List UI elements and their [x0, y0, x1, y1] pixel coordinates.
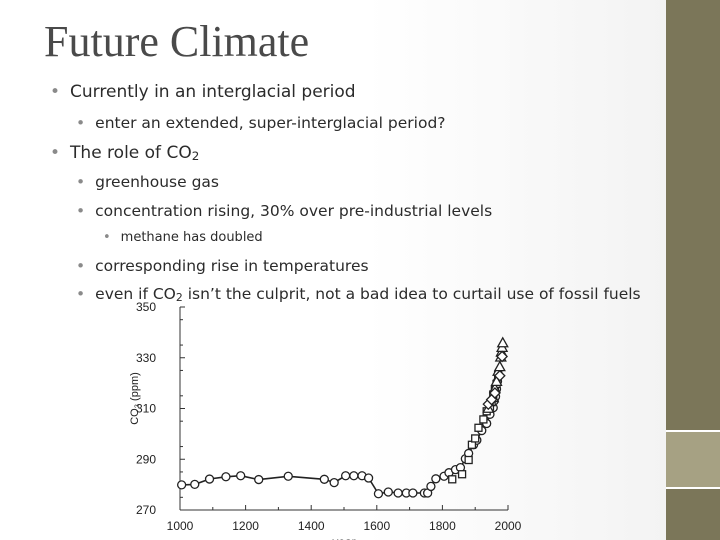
bullet-text: concentration rising, 30% over pre-indus… [95, 202, 493, 220]
x-tick-label: 1800 [429, 519, 456, 533]
data-point-square [448, 475, 457, 484]
data-point-circle [236, 471, 246, 481]
y-axis-label: CO₂ (ppm) [129, 372, 141, 425]
subscript: 2 [175, 291, 183, 304]
bullet-dot: • [50, 82, 61, 102]
data-point-circle [373, 489, 384, 499]
subscript: 2 [191, 149, 200, 163]
bullet-dot: • [76, 173, 86, 191]
data-point-circle [363, 473, 374, 483]
y-tick-label: 350 [136, 300, 156, 314]
x-tick-label: 1200 [232, 519, 259, 533]
bullet-dot: • [50, 143, 61, 163]
bullet-text: greenhouse gas [95, 173, 220, 191]
bullet-methane: • methane has doubled [103, 230, 263, 245]
data-point-circle [383, 487, 393, 497]
bullet-concentration-rising: • concentration rising, 30% over pre-indu… [76, 202, 492, 220]
bullet-fossil-fuels: • even if CO2 isn’t the culprit, not a ba… [76, 285, 641, 304]
bullet-interglacial: • Currently in an interglacial period [50, 82, 356, 102]
y-tick-label: 330 [136, 351, 156, 365]
data-point-circle [176, 480, 187, 490]
data-point-circle [431, 474, 441, 484]
bullet-dot: • [76, 114, 86, 132]
slide-background [0, 0, 666, 540]
bullet-dot: • [76, 257, 86, 275]
data-point-circle [221, 472, 231, 482]
data-point-circle [426, 481, 436, 492]
bullet-dot: • [76, 285, 86, 303]
data-point-diamond [496, 350, 509, 363]
slide-title: Future Climate [44, 17, 310, 66]
bullet-greenhouse-gas: • greenhouse gas [76, 173, 219, 191]
data-point-diamond [493, 369, 506, 382]
data-point-diamond [488, 387, 501, 399]
data-point-square [457, 470, 467, 479]
bullet-text: even if CO [95, 285, 176, 303]
data-point-circle [408, 488, 418, 498]
y-tick-label: 310 [136, 402, 156, 416]
data-point-circle [190, 479, 200, 490]
bullet-text: isn’t the culprit, not a bad idea to cur… [182, 285, 641, 303]
bullet-text: methane has doubled [120, 230, 263, 245]
data-point-circle [283, 471, 293, 481]
data-point-circle [349, 471, 359, 481]
data-point-square [479, 415, 488, 424]
sidebar-accent-block [666, 432, 720, 487]
data-point-circle [204, 474, 215, 484]
data-point-circle [254, 474, 264, 485]
x-axis-label: year [332, 535, 355, 540]
data-point-square [464, 455, 473, 465]
y-tick-label: 270 [136, 503, 156, 517]
data-point-circle [393, 488, 403, 498]
sidebar-divider [666, 487, 720, 489]
y-tick-label: 290 [136, 452, 156, 466]
bullet-text: Currently in an interglacial period [70, 82, 356, 102]
x-tick-label: 1000 [167, 519, 194, 533]
decorative-sidebar [666, 0, 720, 540]
data-point-square [474, 423, 483, 432]
bullet-dot: • [76, 202, 86, 220]
bullet-role-of-co2: • The role of CO2 [50, 143, 199, 163]
data-point-triangle [496, 336, 509, 348]
x-tick-label: 2000 [495, 519, 522, 533]
data-point-circle [340, 471, 351, 481]
x-tick-label: 1600 [363, 519, 390, 533]
bullet-text: enter an extended, super-interglacial pe… [95, 114, 446, 132]
bullet-text: The role of CO [70, 143, 192, 163]
data-point-circle [329, 477, 339, 488]
bullet-dot: • [103, 230, 111, 245]
data-point-triangle [493, 360, 506, 372]
data-point-square [471, 434, 480, 443]
sidebar-divider [666, 430, 720, 432]
bullet-super-interglacial: • enter an extended, super-interglacial p… [76, 114, 446, 132]
x-tick-label: 1400 [298, 519, 325, 533]
bullet-rise-in-temperatures: • corresponding rise in temperatures [76, 257, 369, 275]
bullet-text: corresponding rise in temperatures [95, 257, 369, 275]
data-point-circle [319, 474, 329, 484]
